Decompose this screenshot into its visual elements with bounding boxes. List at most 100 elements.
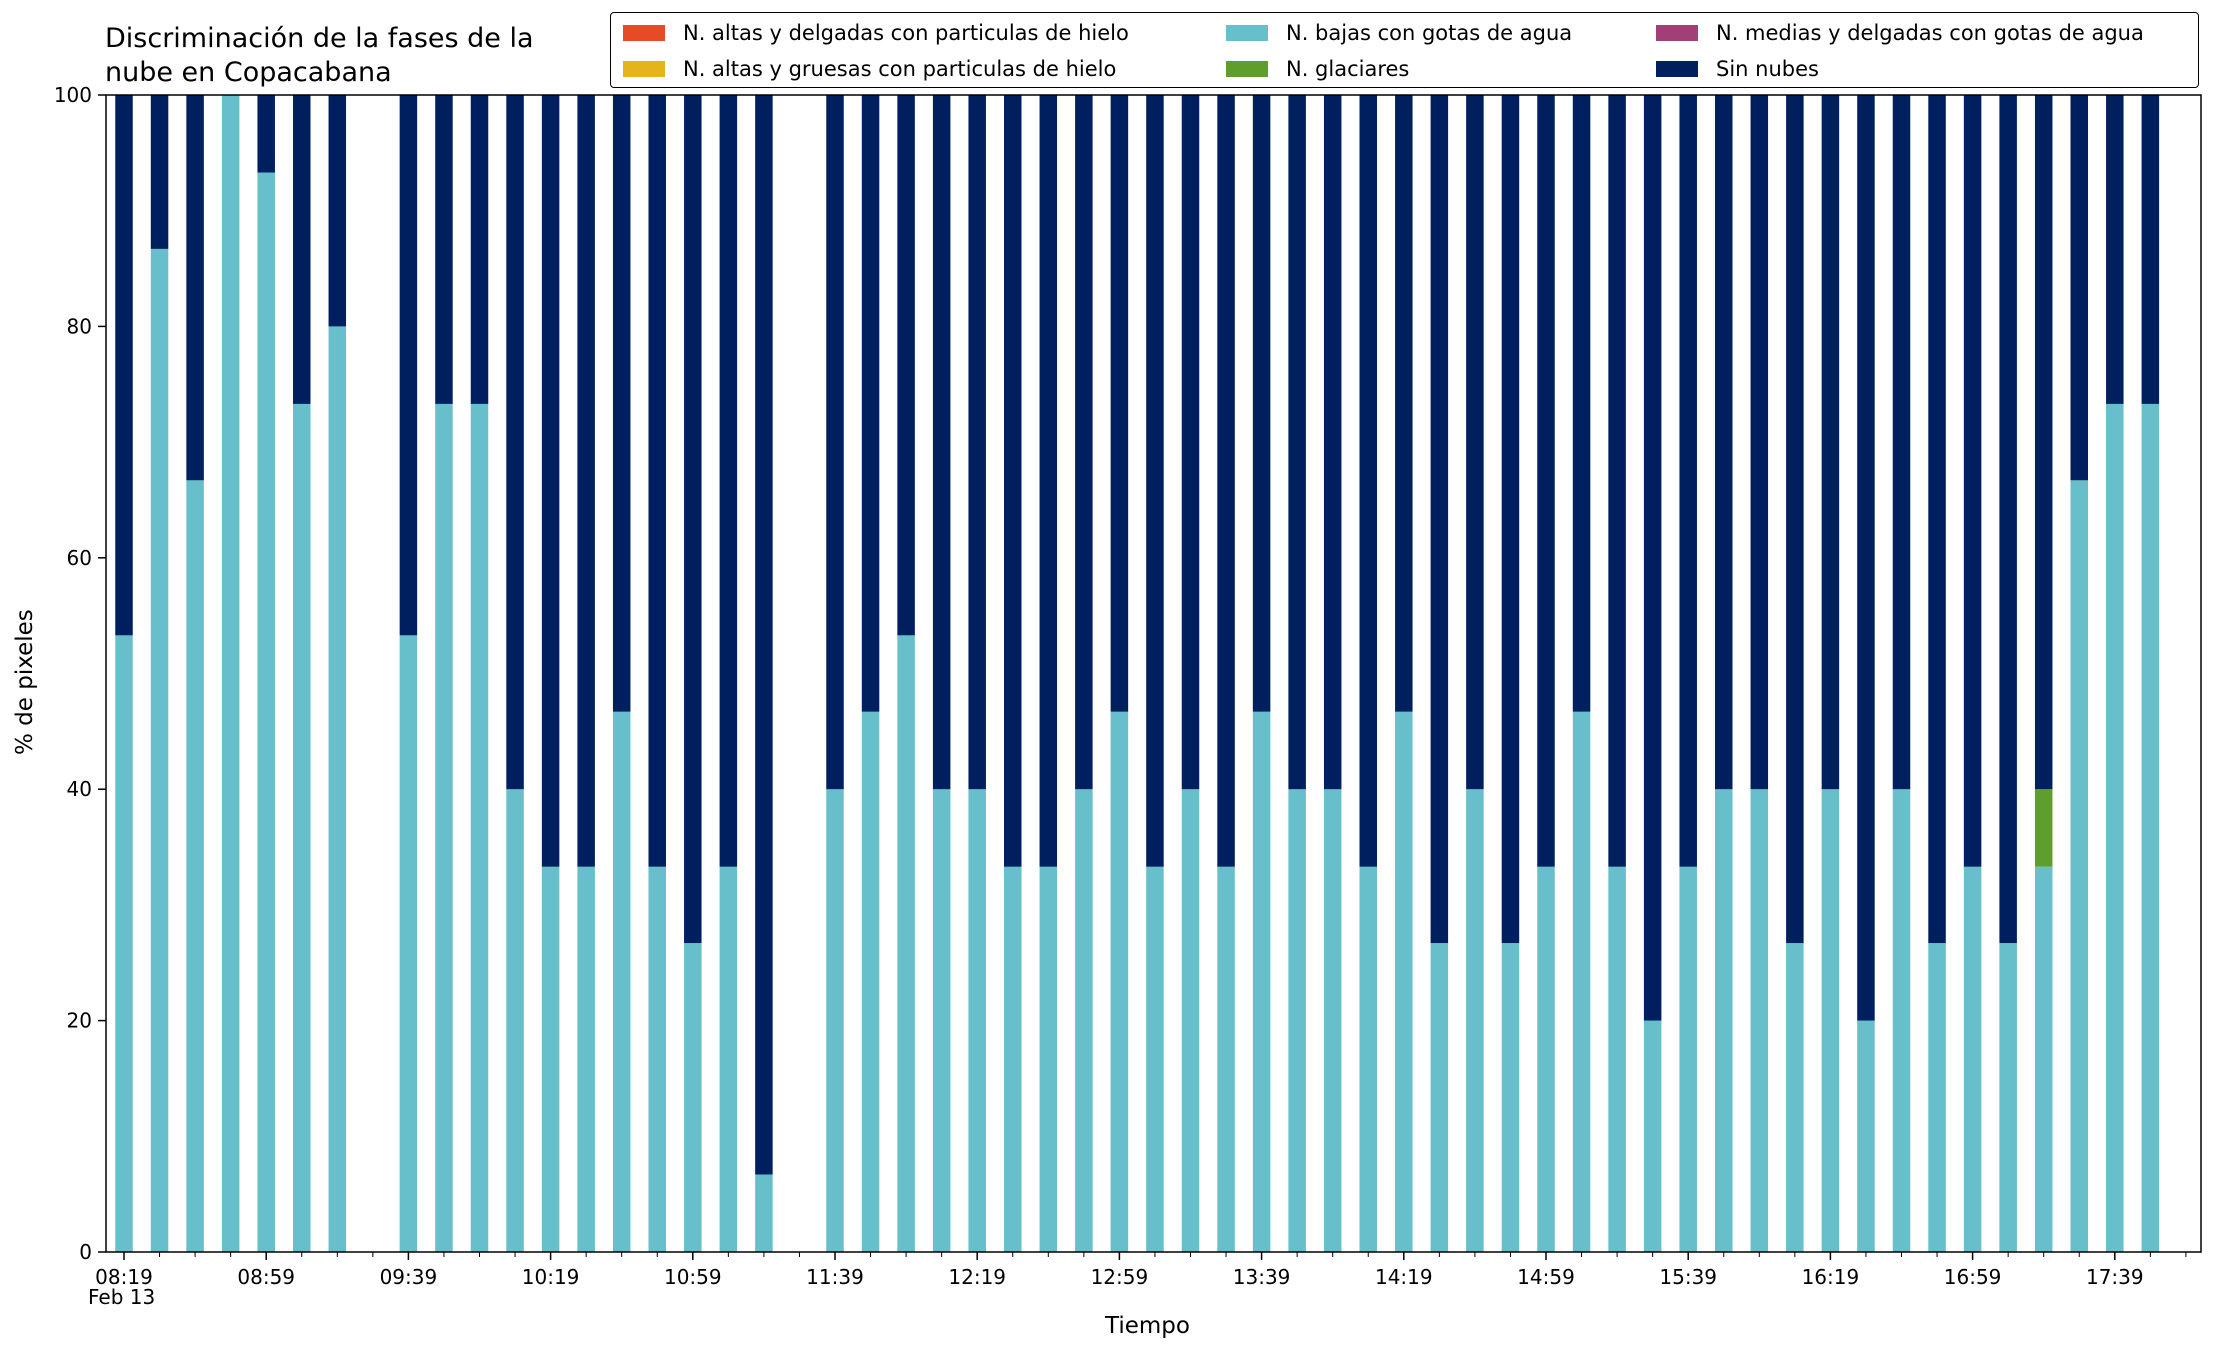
- bar-segment-n-bajas-con-gotas-de-agua-1049: [648, 866, 666, 1252]
- bar-segment-n-bajas-con-gotas-de-agua-0839: [186, 480, 204, 1252]
- y-tick-label-20: 20: [67, 1009, 92, 1033]
- x-tick-label-1139: 11:39: [806, 1265, 864, 1289]
- bar-segment-sin-nubes-1149: [861, 95, 880, 712]
- bar-segment-sin-nubes-0939: [399, 95, 418, 636]
- bar-segment-n-bajas-con-gotas-de-agua-1719: [2034, 866, 2053, 1252]
- x-tick-label-1259: 12:59: [1091, 1265, 1149, 1289]
- bar-segment-n-bajas-con-gotas-de-agua-0909: [293, 403, 311, 1252]
- bar-segment-n-bajas-con-gotas-de-agua-1529: [1643, 1020, 1662, 1252]
- bar-segment-sin-nubes-1219: [968, 95, 986, 790]
- bar-segment-sin-nubes-1359: [1323, 95, 1342, 790]
- bar-segment-n-bajas-con-gotas-de-agua-0829: [150, 248, 169, 1253]
- bar-segment-n-bajas-con-gotas-de-agua-0959: [470, 403, 489, 1252]
- y-axis-label-wrap: % de pixeles: [12, 600, 42, 760]
- bar-segment-sin-nubes-1349: [1288, 95, 1306, 790]
- bar-segment-sin-nubes-1419: [1395, 95, 1413, 712]
- bar-segment-sin-nubes-0829: [150, 95, 169, 249]
- plot-frame: [105, 94, 2202, 1253]
- bar-segment-sin-nubes-1049: [648, 95, 666, 867]
- bar-segment-sin-nubes-1119: [755, 95, 773, 1175]
- bar-segment-n-glaciares-1719: [2034, 789, 2053, 867]
- bar-segment-sin-nubes-0919: [328, 95, 347, 327]
- bar-segment-n-bajas-con-gotas-de-agua-0949: [435, 403, 453, 1252]
- bar-segment-n-bajas-con-gotas-de-agua-0919: [328, 326, 347, 1252]
- bar-segment-sin-nubes-1019: [541, 95, 560, 867]
- bar-segment-n-bajas-con-gotas-de-agua-1059: [684, 943, 702, 1252]
- bar-segment-n-bajas-con-gotas-de-agua-1629: [1857, 1020, 1875, 1252]
- bar-segment-sin-nubes-1539: [1679, 95, 1697, 867]
- bar-segment-n-bajas-con-gotas-de-agua-0859: [257, 172, 275, 1252]
- bar-segment-sin-nubes-1259: [1110, 95, 1129, 712]
- bar-segment-n-bajas-con-gotas-de-agua-1119: [755, 1174, 773, 1252]
- x-tick-label-1059: 10:59: [664, 1265, 722, 1289]
- x-tick-label-1339: 13:39: [1233, 1265, 1291, 1289]
- bar-segment-n-bajas-con-gotas-de-agua-1009: [506, 789, 524, 1252]
- bar-segment-sin-nubes-0909: [293, 95, 311, 404]
- bar-segment-sin-nubes-0959: [470, 95, 489, 404]
- axes-group: 0 20 40 60 80 100 08:19 08:59 09:39 10:19 10:59 11:…: [54, 83, 2202, 1289]
- legend-label: N. bajas con gotas de agua: [1286, 21, 1573, 45]
- y-tick-label-0: 0: [79, 1240, 92, 1264]
- bar-segment-n-bajas-con-gotas-de-agua-1539: [1679, 866, 1697, 1252]
- bar-segment-n-bajas-con-gotas-de-agua-1309: [1146, 866, 1164, 1252]
- legend-label: N. altas y gruesas con particulas de hie…: [683, 57, 1117, 81]
- bar-segment-n-bajas-con-gotas-de-agua-1209: [932, 789, 951, 1252]
- bar-segment-sin-nubes-1749: [2141, 95, 2160, 404]
- x-axis-date-label: Feb 13: [88, 1285, 156, 1309]
- x-tick-label-1659: 16:59: [1944, 1265, 2002, 1289]
- bar-segment-n-bajas-con-gotas-de-agua-1339: [1252, 711, 1271, 1252]
- bar-segment-n-bajas-con-gotas-de-agua-1729: [2070, 480, 2088, 1252]
- bar-segment-sin-nubes-0949: [435, 95, 453, 404]
- bar-segment-n-bajas-con-gotas-de-agua-1409: [1359, 866, 1377, 1252]
- bar-segment-n-bajas-con-gotas-de-agua-1019: [541, 866, 560, 1252]
- legend-swatch: [623, 25, 665, 41]
- x-axis-label: Tiempo: [1105, 1313, 1190, 1339]
- bar-segment-n-bajas-con-gotas-de-agua-1159: [897, 635, 915, 1252]
- x-tick-label-1219: 12:19: [948, 1265, 1006, 1289]
- legend-label: N. glaciares: [1286, 57, 1410, 81]
- legend-swatch: [1656, 25, 1698, 41]
- y-tick-label-40: 40: [67, 777, 92, 801]
- x-tick-label-1019: 10:19: [522, 1265, 580, 1289]
- bar-segment-sin-nubes-0859: [257, 95, 275, 173]
- bar-segment-sin-nubes-1519: [1608, 95, 1626, 867]
- y-axis-label: % de pixeles: [12, 609, 38, 755]
- x-tick-label-0939: 09:39: [380, 1265, 438, 1289]
- bar-segment-sin-nubes-1229: [1004, 95, 1022, 867]
- bar-segment-n-bajas-con-gotas-de-agua-1639: [1892, 789, 1911, 1252]
- bar-segment-sin-nubes-0839: [186, 95, 204, 481]
- x-tick-label-1419: 14:19: [1375, 1265, 1433, 1289]
- bar-segment-n-bajas-con-gotas-de-agua-1029: [577, 866, 595, 1252]
- bar-segment-n-bajas-con-gotas-de-agua-1709: [1999, 943, 2017, 1252]
- bar-segment-sin-nubes-1729: [2070, 95, 2088, 481]
- bar-segment-sin-nubes-1719: [2034, 95, 2053, 790]
- legend-swatch: [623, 61, 665, 77]
- bar-segment-sin-nubes-1619: [1821, 95, 1840, 790]
- bar-segment-sin-nubes-1459: [1537, 95, 1555, 867]
- bar-segment-n-bajas-con-gotas-de-agua-1549: [1715, 789, 1733, 1252]
- bar-segment-n-bajas-con-gotas-de-agua-1109: [719, 866, 738, 1252]
- x-tick-label-1459: 14:59: [1517, 1265, 1575, 1289]
- bar-segment-sin-nubes-1429: [1430, 95, 1449, 944]
- y-tick-label-80: 80: [67, 314, 92, 338]
- bar-segment-n-bajas-con-gotas-de-agua-1329: [1217, 866, 1235, 1252]
- bar-segment-sin-nubes-1109: [719, 95, 738, 867]
- chart-title-line-2: nube en Copacabana: [105, 57, 392, 88]
- legend-label: Sin nubes: [1716, 57, 1819, 81]
- x-tick-label-1539: 15:39: [1659, 1265, 1717, 1289]
- bar-segment-n-bajas-con-gotas-de-agua-1429: [1430, 943, 1449, 1252]
- bar-segment-n-bajas-con-gotas-de-agua-1219: [968, 789, 986, 1252]
- bar-segment-sin-nubes-1739: [2106, 95, 2124, 404]
- bar-segment-n-bajas-con-gotas-de-agua-0849: [221, 95, 240, 1252]
- bar-segment-sin-nubes-1449: [1501, 95, 1520, 944]
- bar-segment-sin-nubes-1439: [1466, 95, 1484, 790]
- bar-segment-sin-nubes-1659: [1963, 95, 1982, 867]
- bar-segment-sin-nubes-1609: [1786, 95, 1804, 944]
- bar-segment-n-bajas-con-gotas-de-agua-0819: [115, 635, 133, 1252]
- bar-segment-n-bajas-con-gotas-de-agua-1039: [612, 711, 631, 1252]
- bar-segment-sin-nubes-1639: [1892, 95, 1911, 790]
- bar-segment-sin-nubes-1559: [1750, 95, 1769, 790]
- bar-segment-sin-nubes-1009: [506, 95, 524, 790]
- bar-segment-sin-nubes-1629: [1857, 95, 1875, 1021]
